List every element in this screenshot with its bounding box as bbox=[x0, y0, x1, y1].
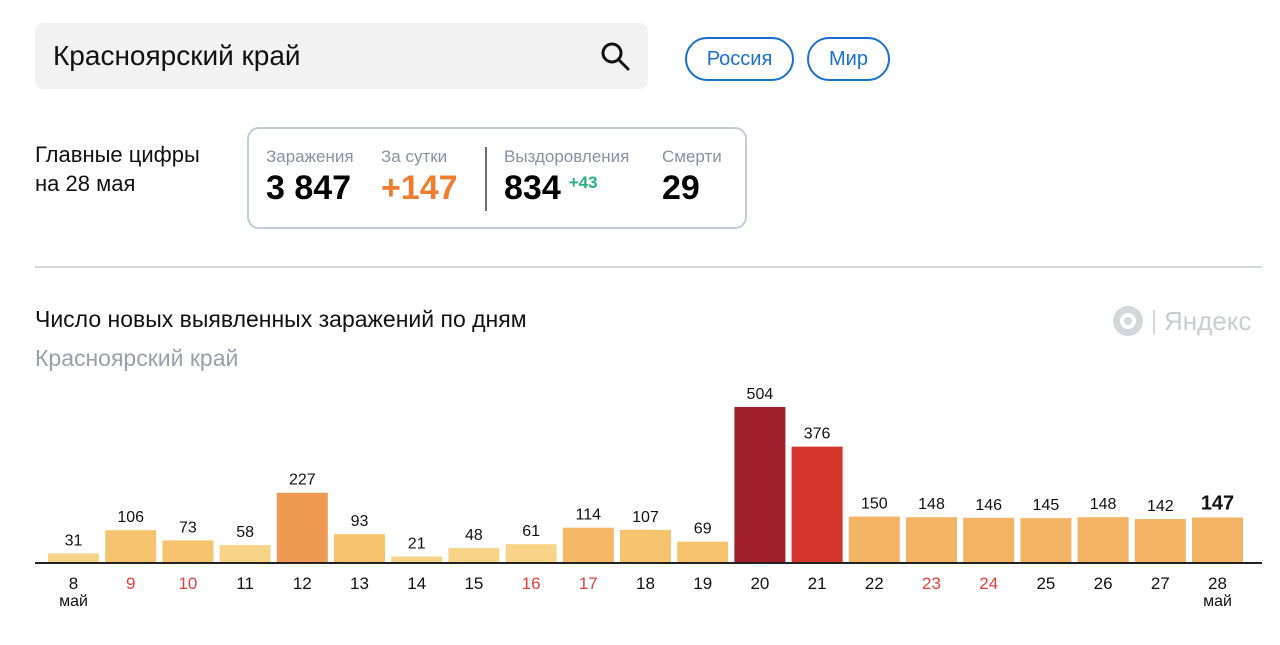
stat-recovered-label: Выздоровления bbox=[504, 147, 630, 166]
stat-infections-label: Заражения bbox=[266, 147, 354, 166]
tick-label-23: 23 bbox=[922, 574, 941, 593]
bar-27 bbox=[1134, 519, 1186, 563]
key-stats-panel: Заражения 3 847 За сутки +147 Выздоровле… bbox=[247, 127, 747, 229]
stat-infections-value: 3 847 bbox=[266, 169, 352, 207]
bar-21 bbox=[791, 446, 843, 563]
data-label-25: 145 bbox=[1033, 497, 1060, 514]
yandex-logo-text: Яндекс bbox=[1164, 306, 1252, 336]
tick-label-22: 22 bbox=[865, 574, 884, 593]
stat-deaths-value: 29 bbox=[662, 169, 700, 207]
stat-recovered-value: 834 bbox=[504, 169, 561, 207]
tick-label-16: 16 bbox=[522, 574, 541, 593]
tick-label-14: 14 bbox=[407, 574, 426, 593]
data-label-12: 227 bbox=[289, 472, 316, 489]
data-label-27: 142 bbox=[1147, 498, 1174, 515]
bar-13 bbox=[334, 534, 385, 563]
tick-label-13: 13 bbox=[350, 574, 369, 593]
bar-20 bbox=[734, 407, 786, 563]
bar-18 bbox=[620, 529, 671, 563]
stat-deaths: Смерти 29 bbox=[662, 147, 722, 208]
data-label-17: 114 bbox=[576, 507, 602, 524]
month-label-last: май bbox=[1203, 593, 1232, 610]
tick-label-15: 15 bbox=[464, 574, 483, 593]
daily-infections-chart: 31 8 106 9 73 10 58 11 227 12 93 13 21 14 48 15 61 16 114 1… bbox=[35, 386, 1262, 610]
data-label-13: 93 bbox=[351, 513, 369, 530]
chart-title: Число новых выявленных заражений по дням bbox=[35, 306, 527, 332]
stats-divider bbox=[485, 147, 487, 211]
data-label-16: 61 bbox=[522, 523, 540, 540]
tick-label-21: 21 bbox=[808, 574, 827, 593]
stat-daily-label: За сутки bbox=[381, 147, 448, 166]
tick-label-20: 20 bbox=[750, 574, 769, 593]
bar-19 bbox=[677, 541, 729, 563]
tick-label-25: 25 bbox=[1036, 574, 1055, 593]
headline-date: на 28 мая bbox=[35, 171, 136, 196]
section-divider bbox=[35, 266, 1262, 268]
tick-label-12: 12 bbox=[293, 574, 312, 593]
bar-17 bbox=[562, 527, 614, 563]
stat-infections: Заражения 3 847 bbox=[266, 147, 354, 208]
data-label-23: 148 bbox=[918, 496, 945, 513]
bar-28 bbox=[1192, 517, 1243, 563]
tick-label-18: 18 bbox=[636, 574, 655, 593]
bar-14 bbox=[391, 556, 443, 563]
yandex-logo-icon bbox=[1113, 306, 1143, 336]
bar-24 bbox=[963, 517, 1015, 563]
data-label-19: 69 bbox=[694, 521, 712, 538]
bar-9 bbox=[105, 530, 157, 563]
bar-15 bbox=[448, 548, 500, 563]
tick-label-10: 10 bbox=[178, 574, 197, 593]
stat-recovered: Выздоровления 834 +43 bbox=[504, 147, 629, 208]
tick-label-24: 24 bbox=[979, 574, 998, 593]
bar-12 bbox=[276, 492, 328, 563]
russia-button[interactable]: Россия bbox=[685, 37, 794, 81]
search-icon[interactable] bbox=[600, 41, 630, 71]
stat-recovered-row: 834 +43 bbox=[504, 169, 629, 208]
tick-label-11: 11 bbox=[236, 574, 254, 593]
data-label-21: 376 bbox=[804, 426, 831, 443]
stat-daily: За сутки +147 bbox=[381, 147, 458, 208]
data-label-14: 21 bbox=[408, 536, 426, 553]
tick-label-27: 27 bbox=[1151, 574, 1170, 593]
bar-8 bbox=[48, 553, 99, 563]
data-label-22: 150 bbox=[861, 496, 888, 513]
data-label-26: 148 bbox=[1090, 496, 1117, 513]
stat-recovered-delta: +43 bbox=[568, 173, 598, 192]
data-label-18: 107 bbox=[632, 509, 659, 526]
bar-10 bbox=[162, 540, 214, 563]
tick-label-28: 28 bbox=[1208, 574, 1227, 593]
stat-daily-value: +147 bbox=[381, 169, 458, 207]
data-label-10: 73 bbox=[179, 519, 197, 536]
headline: Главные цифры на 28 мая bbox=[35, 140, 235, 198]
tick-label-9: 9 bbox=[126, 574, 135, 593]
tick-label-17: 17 bbox=[579, 574, 598, 593]
data-label-28: 147 bbox=[1201, 493, 1234, 515]
data-label-15: 48 bbox=[465, 527, 483, 544]
month-label-first: май bbox=[59, 593, 88, 610]
yandex-logo: Яндекс bbox=[1112, 304, 1252, 338]
chart-subtitle: Красноярский край bbox=[35, 345, 239, 371]
data-label-8: 31 bbox=[65, 532, 83, 549]
tick-label-26: 26 bbox=[1094, 574, 1113, 593]
bar-22 bbox=[848, 516, 900, 563]
data-label-24: 146 bbox=[975, 497, 1002, 514]
data-label-11: 58 bbox=[236, 524, 254, 541]
bar-25 bbox=[1020, 518, 1072, 563]
tick-label-19: 19 bbox=[693, 574, 712, 593]
bar-23 bbox=[906, 517, 957, 563]
bar-11 bbox=[219, 545, 271, 563]
data-label-9: 106 bbox=[117, 509, 144, 526]
region-search[interactable]: Красноярский край bbox=[35, 23, 648, 89]
data-label-20: 504 bbox=[747, 386, 774, 403]
bar-16 bbox=[505, 544, 557, 563]
world-button[interactable]: Мир bbox=[807, 37, 890, 81]
stat-deaths-label: Смерти bbox=[662, 147, 722, 166]
search-input[interactable]: Красноярский край bbox=[53, 40, 301, 71]
tick-label-8: 8 bbox=[69, 574, 78, 593]
headline-line1: Главные цифры bbox=[35, 142, 200, 167]
bar-26 bbox=[1077, 517, 1129, 563]
logo-separator bbox=[1153, 310, 1155, 334]
